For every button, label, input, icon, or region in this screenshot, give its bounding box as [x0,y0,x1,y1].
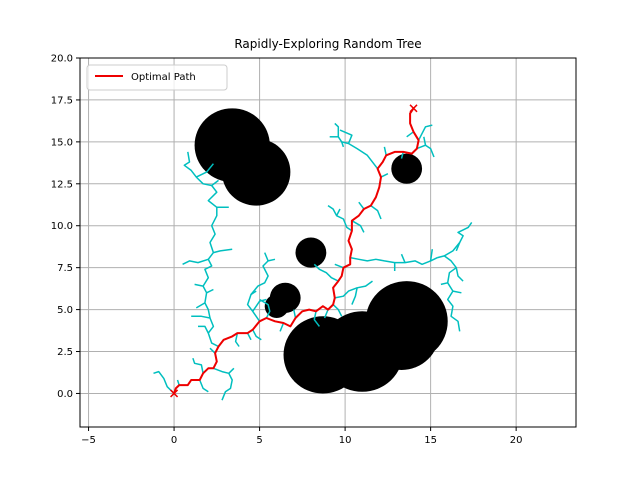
y-tick-label: 0.0 [57,389,73,400]
tree-branch [313,311,320,327]
tree-branch [417,124,433,141]
obstacle-circle [295,237,327,268]
tree-branch [383,146,387,156]
x-tick-label: 0 [171,435,177,446]
tree-branch [370,204,382,220]
tree-branch [252,329,262,341]
optimal-path [173,107,420,394]
obstacle-circle [363,296,440,370]
tree-branch [332,304,343,317]
tree-branch [207,248,233,260]
y-axis-ticks: 0.0 2.5 5.0 7.5 10.0 12.5 15.0 17.5 20.0 [51,54,80,400]
tree-branch [334,280,373,299]
tree-branch [279,322,285,332]
obstacles [194,108,448,394]
tree-branch [334,122,379,170]
tree-branch [199,379,209,393]
tree-branch [416,144,435,158]
x-tick-label: 10 [339,435,352,446]
tree-branch [192,357,204,374]
x-tick-label: 15 [424,435,437,446]
y-tick-label: 10.0 [51,221,73,232]
y-tick-label: 15.0 [51,137,73,148]
tree-branch [452,290,462,294]
tree-branch [443,221,473,257]
tree-branch [380,173,389,178]
tree-branch [334,263,344,269]
obstacle-circle [221,138,291,206]
tree-branch [351,220,365,233]
tree-branch [335,208,341,217]
tree-branch [207,179,219,208]
tree-branch [293,309,297,319]
y-tick-label: 2.5 [57,347,73,358]
tree-branch [259,298,271,319]
tree-branch [234,332,240,347]
tree-branch [429,249,434,262]
tree-branch [206,288,214,294]
y-tick-label: 17.5 [51,95,73,106]
tree-branch [153,370,175,395]
tree-branch [182,258,213,287]
tree-branch [246,332,252,341]
tree-branch [267,258,276,262]
obstacle-circle [264,294,289,318]
tree-branch [209,347,216,354]
plot-frame [79,57,577,428]
tree-branch [339,129,353,144]
endpoint-markers [170,104,418,398]
x-tick-label: 20 [510,435,523,446]
tree-branch [194,283,211,319]
x-tick-label: −5 [81,435,96,446]
optimal-path-line [173,107,420,394]
tree-branch [437,255,464,282]
tree-branch [455,242,461,252]
tree-branch [406,131,414,138]
tree-branch [351,287,358,305]
y-tick-label: 7.5 [57,263,73,274]
tree-branch [327,204,353,232]
tree-branch [323,309,329,319]
tree-branch [358,201,365,210]
tree-branch [400,253,406,263]
tree-branch [228,367,235,374]
tree-branch [195,302,206,309]
start-marker [170,389,179,398]
tree-branch [440,282,448,286]
tree-branch [213,367,233,401]
rrt-tree [153,122,473,401]
y-tick-label: 12.5 [51,179,73,190]
chart-title: Rapidly-Exploring Random Tree [234,37,421,51]
legend-label-optimal-path: Optimal Path [131,72,196,83]
tree-branch [313,263,339,282]
goal-marker [409,104,418,113]
x-tick-label: 5 [256,435,262,446]
tree-branch [340,141,345,148]
tree-branch [195,163,214,178]
tree-branch [446,267,461,332]
y-tick-label: 20.0 [51,54,73,65]
y-tick-label: 5.0 [57,305,73,316]
legend-box [86,64,228,91]
tree-branch [423,136,427,146]
tree-branch [252,298,267,312]
x-axis-ticks: −5 0 5 10 15 20 [81,427,523,446]
legend: Optimal Path [86,64,228,91]
tree-branch [400,151,405,159]
obstacle-circle [391,153,423,184]
tree-branch [183,151,212,187]
